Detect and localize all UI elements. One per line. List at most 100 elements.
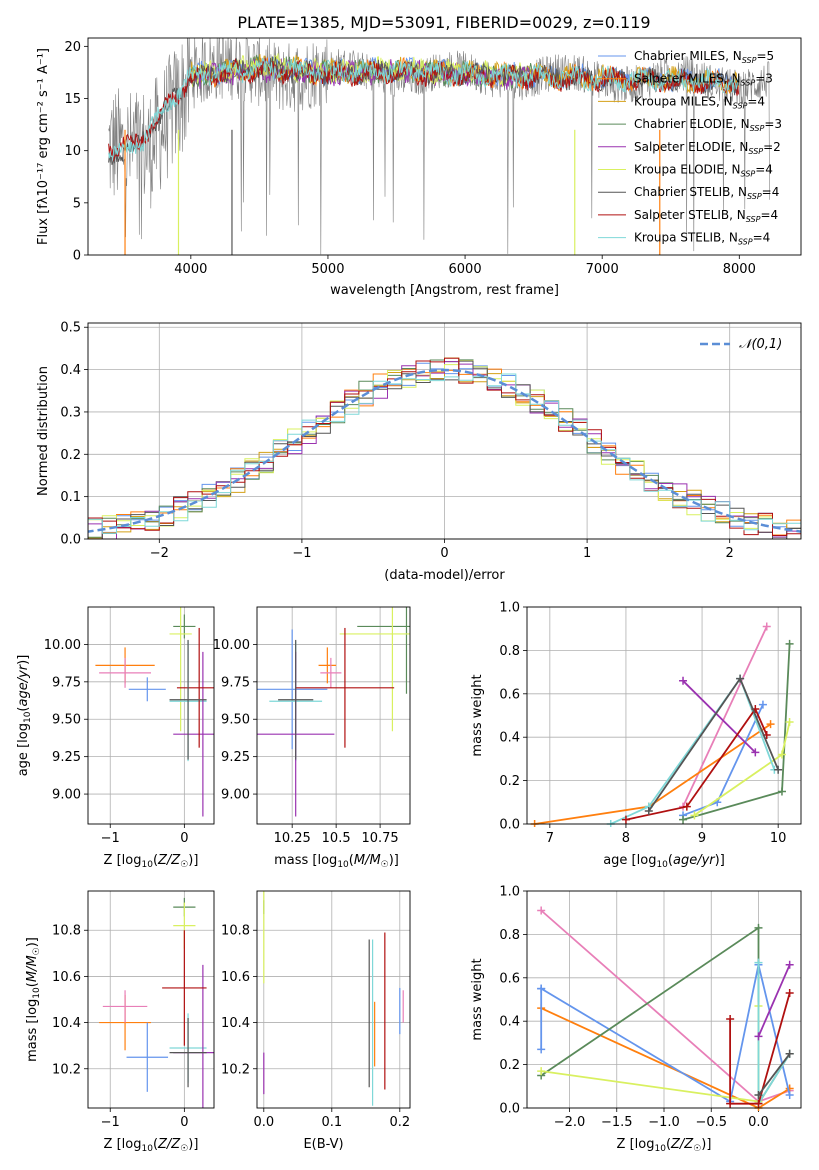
y-axis-label: Normed distribution: [36, 366, 51, 496]
y-tick-label: 10: [64, 144, 81, 159]
y-tick-label: 0.4: [499, 731, 520, 746]
points-mass_vs_age: [257, 607, 410, 817]
y-axis-label: mass [log10(M/M☉)]: [25, 937, 42, 1062]
legend-entry: 𝒩(0,1): [739, 337, 782, 352]
panel-z_vs_weight: −2.0 −1.5 −1.0 −0.5 0.0 0.0 0.2 0.4 0.6 0.8 1.0 mas…: [470, 885, 802, 1154]
y-tick-label: 10.2: [221, 1062, 250, 1077]
legend-entry: Kroupa MILES, NSSP=4: [634, 94, 765, 110]
y-tick-label: 9.75: [52, 675, 81, 690]
x-axis-label: age [log10(age/yr)]: [603, 853, 725, 870]
y-tick-label: 0.0: [60, 533, 81, 548]
histogram-7: [88, 357, 801, 539]
panel-z_vs_age: −1 0 9.00 9.25 9.50 9.75 10.00 Z [log10(Z/Z☉)] a…: [16, 606, 215, 870]
weight-series-2: [540, 964, 791, 1103]
y-tick-label: 0.8: [499, 928, 520, 943]
y-tick-label: 10.6: [221, 970, 250, 985]
weight-marker: [785, 1049, 794, 1058]
x-tick-label: 0: [180, 1115, 188, 1130]
y-tick-label: 20: [64, 40, 81, 55]
y-tick-label: 9.25: [221, 750, 250, 765]
axes-frame: [87, 322, 802, 540]
panel-age_vs_weight: 7 8 9 10 0.0 0.2 0.4 0.6 0.8 1.0 mass weight age [l…: [470, 601, 802, 870]
x-tick-label: 7: [546, 831, 554, 846]
weight-marker: [754, 1032, 763, 1041]
weight-series-8: [757, 1053, 791, 1096]
weight-marker: [679, 815, 688, 824]
x-axis-label: Z [log10(Z/Z☉)]: [617, 1137, 712, 1154]
axes-frame: [526, 890, 802, 1109]
y-tick-label: 0: [73, 249, 81, 264]
x-tick-label: 0.2: [389, 1115, 410, 1130]
y-tick-label: 0.8: [499, 644, 520, 659]
weight-series-3: [540, 926, 791, 1107]
y-tick-label: 0.0: [499, 1102, 520, 1117]
legend-entry: Chabrier STELIB, NSSP=4: [634, 185, 779, 201]
x-tick-label: 8: [622, 831, 630, 846]
x-tick-label: 9: [698, 831, 706, 846]
x-tick-label: 10.75: [361, 831, 398, 846]
panel-ebv_vs_mass: 0.0 0.1 0.2 10.2 10.4 10.6 10.8 E(B-V): [221, 890, 411, 1152]
x-tick-label: 0.0: [748, 1115, 769, 1130]
x-axis-label: Z [log10(Z/Z☉)]: [104, 853, 199, 870]
y-tick-label: 5: [73, 196, 81, 211]
y-tick-label: 9.75: [221, 675, 250, 690]
axes-frame: [256, 890, 411, 1109]
weight-marker: [621, 815, 630, 824]
y-tick-label: 10.00: [44, 638, 81, 653]
weight-marker: [777, 787, 786, 796]
weight-marker: [774, 765, 783, 774]
points-z_vs_age: [95, 607, 214, 817]
x-tick-label: −1: [292, 546, 311, 561]
weight-marker: [785, 1090, 794, 1099]
y-tick-label: 0.4: [60, 363, 81, 378]
panel-residuals: −2 −1 0 1 2 0.0 0.1 0.2 0.3 0.4 0.5 𝒩(0,1) (data-mod…: [36, 321, 802, 583]
y-tick-label: 0.2: [60, 448, 81, 463]
x-tick-label: 10.25: [274, 831, 311, 846]
y-tick-label: 0.4: [499, 1015, 520, 1030]
x-tick-label: −1: [101, 1115, 120, 1130]
weight-series-0: [682, 626, 768, 807]
panel-mass_vs_age: 10.25 10.5 10.75 9.00 9.25 9.50 9.75 10.00 mass …: [213, 606, 411, 870]
weight-series-6: [757, 964, 791, 1037]
y-tick-label: 10.8: [221, 924, 250, 939]
legend-entry: Kroupa STELIB, NSSP=4: [634, 231, 770, 247]
y-tick-label: 0.2: [499, 1058, 520, 1073]
legend-entry: Salpeter MILES, NSSP=3: [634, 72, 773, 88]
weight-marker: [777, 750, 786, 759]
legend-entry: Chabrier MILES, NSSP=5: [634, 49, 774, 65]
y-tick-label: 10.6: [52, 970, 81, 985]
y-tick-label: 9.00: [52, 788, 81, 803]
y-tick-label: 9.00: [221, 788, 250, 803]
weight-marker: [736, 674, 745, 683]
y-tick-label: 1.0: [499, 601, 520, 616]
x-tick-label: 2: [726, 546, 734, 561]
x-tick-label: −2.0: [554, 1115, 586, 1130]
x-tick-label: −1: [101, 831, 120, 846]
y-tick-label: 10.2: [52, 1062, 81, 1077]
x-tick-label: 6000: [449, 262, 482, 277]
residual-plot: [88, 357, 801, 539]
x-tick-label: −1.0: [648, 1115, 680, 1130]
histogram-8: [88, 373, 801, 534]
x-tick-label: 10: [770, 831, 787, 846]
panel-spectrum: 4000 5000 6000 7000 8000 0 5 10 15 20 Chabrier MIL…: [36, 37, 802, 298]
weight-marker: [762, 622, 771, 631]
x-tick-label: 8000: [723, 262, 756, 277]
axes-frame: [87, 890, 215, 1109]
weight-marker: [754, 958, 763, 967]
weight-marker: [726, 1099, 735, 1108]
normal-curve: [88, 368, 801, 533]
y-tick-label: 9.25: [52, 750, 81, 765]
weight-marker: [537, 1067, 546, 1076]
weight-series-6: [682, 680, 756, 754]
weight-marker: [785, 639, 794, 648]
lines-age_vs_weight: [530, 622, 794, 827]
y-tick-label: 10.8: [52, 924, 81, 939]
figure-title: PLATE=1385, MJD=53091, FIBERID=0029, z=0…: [237, 13, 650, 32]
x-tick-label: −1.5: [601, 1115, 633, 1130]
weight-marker: [758, 700, 767, 709]
weight-series-5: [610, 676, 776, 825]
x-tick-label: 0: [440, 546, 448, 561]
legend-entry: Salpeter STELIB, NSSP=4: [634, 208, 778, 224]
